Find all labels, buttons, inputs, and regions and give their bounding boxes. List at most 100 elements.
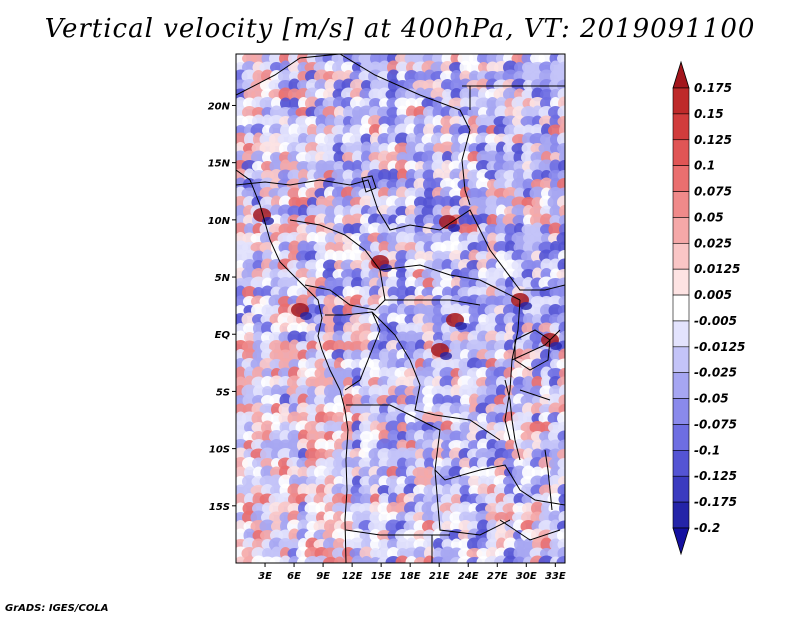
field-patch	[332, 70, 347, 83]
field-patch	[359, 123, 374, 138]
field-patch	[262, 548, 273, 559]
field-patch	[315, 431, 328, 442]
field-patch	[296, 287, 311, 298]
field-patch	[396, 285, 409, 300]
colorbar-label: -0.075	[694, 417, 737, 431]
field-patch	[359, 546, 374, 561]
field-patch	[440, 295, 455, 308]
field-patch	[343, 106, 354, 119]
field-patch	[396, 186, 409, 201]
field-patch	[495, 223, 508, 236]
field-patch	[360, 395, 373, 406]
field-patch	[449, 348, 464, 363]
field-patch	[414, 475, 427, 488]
field-patch	[494, 323, 509, 334]
field-patch	[370, 241, 381, 254]
colorbar-label: -0.0125	[694, 340, 745, 354]
field-patch	[242, 394, 257, 407]
field-patch	[304, 421, 321, 434]
field-patch	[441, 79, 454, 92]
field-patch	[520, 116, 537, 127]
field-patch	[550, 152, 561, 163]
field-patch	[369, 98, 382, 109]
field-patch	[278, 403, 293, 416]
colorbar: 0.175 0.15 0.125 0.1 0.075 0.05 0.025 0.0125 0.0…	[672, 60, 745, 556]
field-patch	[253, 322, 264, 335]
field-patch	[253, 385, 264, 398]
field-patch	[531, 501, 544, 516]
field-patch	[370, 403, 381, 416]
field-patch	[531, 260, 544, 271]
field-patch	[251, 303, 266, 318]
field-patch	[529, 186, 546, 201]
field-patch	[352, 430, 363, 443]
field-patch	[460, 394, 471, 407]
subsidence-core	[380, 264, 392, 272]
field-patch	[332, 412, 347, 425]
field-patch	[333, 161, 346, 172]
field-patch	[532, 314, 543, 325]
field-patch	[521, 106, 536, 119]
field-patch	[351, 349, 364, 362]
field-patch	[557, 484, 565, 497]
field-patch	[440, 494, 455, 505]
colorbar-segment	[672, 398, 690, 425]
field-patch	[332, 286, 347, 299]
field-patch	[287, 519, 302, 534]
field-patch	[288, 133, 301, 146]
field-patch	[423, 123, 436, 138]
field-patch	[432, 322, 445, 335]
field-patch	[298, 204, 309, 219]
field-patch	[252, 260, 265, 271]
field-patch	[486, 214, 499, 227]
field-patch	[450, 384, 463, 399]
field-patch	[404, 411, 419, 426]
field-patch	[405, 98, 418, 109]
field-patch	[378, 493, 391, 506]
field-patch	[352, 511, 363, 524]
field-patch	[307, 286, 318, 299]
field-patch	[540, 537, 553, 552]
field-patch	[505, 276, 516, 291]
field-patch	[494, 512, 509, 523]
field-patch	[486, 528, 499, 543]
colorbar-segment	[672, 424, 690, 451]
field-patch	[334, 438, 345, 453]
field-patch	[557, 430, 565, 443]
field-patch	[459, 457, 472, 470]
field-patch	[334, 556, 345, 563]
colorbar-label: 0.075	[694, 185, 732, 199]
field-patch	[331, 349, 348, 362]
field-patch	[451, 142, 462, 155]
field-patch	[289, 71, 300, 82]
field-patch	[350, 115, 365, 128]
field-patch	[449, 188, 464, 199]
field-patch	[314, 438, 329, 453]
field-patch	[502, 358, 519, 371]
field-patch	[251, 431, 266, 442]
field-patch	[493, 178, 510, 191]
field-patch	[315, 448, 328, 461]
field-patch	[432, 115, 445, 128]
field-patch	[433, 538, 444, 551]
field-patch	[413, 484, 428, 497]
field-patch	[340, 431, 357, 442]
field-patch	[520, 439, 537, 452]
field-patch	[387, 69, 400, 84]
field-patch	[236, 305, 246, 316]
field-patch	[252, 250, 265, 263]
field-patch	[505, 439, 516, 452]
field-patch	[379, 403, 390, 416]
field-patch	[278, 529, 293, 542]
lon-label: 27E	[487, 571, 508, 582]
field-patch	[459, 422, 472, 433]
field-patch	[397, 422, 408, 433]
field-patch	[511, 96, 528, 111]
field-patch	[405, 330, 418, 345]
field-patch	[297, 322, 310, 335]
field-patch	[531, 376, 544, 389]
colorbar-segment	[672, 346, 690, 374]
field-patch	[460, 186, 471, 201]
field-patch	[251, 411, 266, 426]
field-patch	[341, 61, 356, 74]
